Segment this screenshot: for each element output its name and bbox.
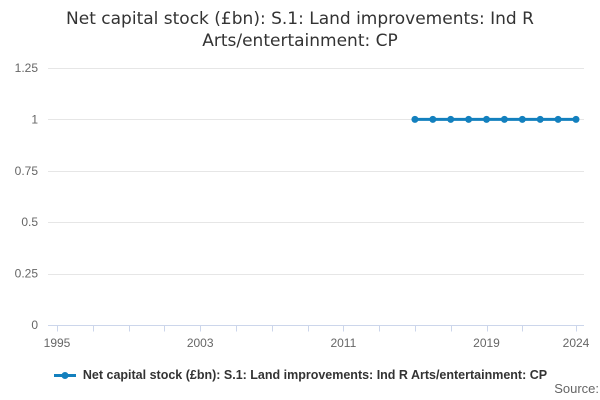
y-tick-label: 0.75 <box>15 164 39 178</box>
legend-label: Net capital stock (£bn): S.1: Land impro… <box>82 368 548 382</box>
source-label: Source: <box>554 381 599 396</box>
y-tick-label: 0.5 <box>21 215 38 229</box>
y-tick-label: 1 <box>31 112 38 126</box>
plot-area: 0 0.25 0.5 0.75 1 1.25 1995 2003 2011 2019 2024 <box>15 61 590 350</box>
legend-marker <box>61 371 69 379</box>
x-tick-label: 2011 <box>330 336 356 350</box>
data-point-marker[interactable] <box>411 115 419 123</box>
data-point-marker[interactable] <box>554 115 562 123</box>
x-tick-label: 2019 <box>473 336 500 350</box>
x-tick-label: 2003 <box>187 336 214 350</box>
data-point-marker[interactable] <box>518 115 526 123</box>
y-tick-label: 0 <box>31 318 38 332</box>
data-point-marker[interactable] <box>536 115 544 123</box>
data-point-marker[interactable] <box>429 115 437 123</box>
y-tick-label: 0.25 <box>15 267 39 281</box>
x-tick-label: 2024 <box>563 336 590 350</box>
legend-line-icon <box>53 371 76 379</box>
data-point-marker[interactable] <box>447 115 455 123</box>
x-tick-label: 1995 <box>44 336 71 350</box>
data-point-marker[interactable] <box>500 115 508 123</box>
data-point-marker[interactable] <box>465 115 473 123</box>
y-tick-label: 1.25 <box>15 61 39 75</box>
chart-title: Net capital stock (£bn): S.1: Land impro… <box>66 9 534 51</box>
data-point-marker[interactable] <box>483 115 491 123</box>
legend-item[interactable]: Net capital stock (£bn): S.1: Land impro… <box>0 366 600 384</box>
data-point-marker[interactable] <box>572 115 580 123</box>
